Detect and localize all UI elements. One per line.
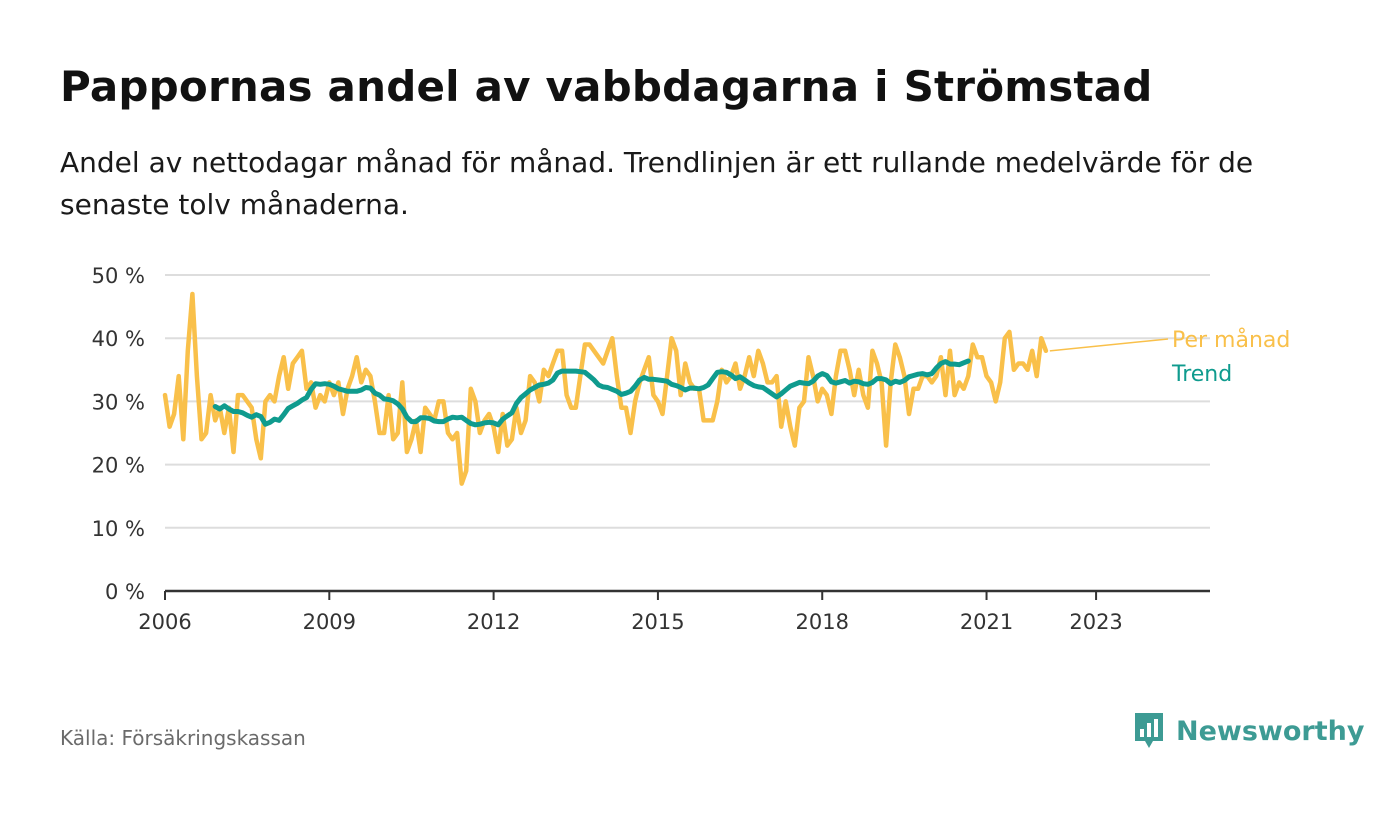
gridlines	[165, 274, 1210, 593]
chart-title: Pappornas andel av vabbdagarna i Strömst…	[60, 62, 1153, 111]
x-tick-label: 2009	[303, 610, 356, 634]
x-tick-label: 2012	[467, 610, 520, 634]
y-tick-label: 30 %	[92, 390, 145, 414]
x-tick-label: 2015	[631, 610, 684, 634]
brand-name: Newsworthy	[1176, 715, 1365, 747]
x-tick-label: 2021	[960, 610, 1013, 634]
x-tick-label: 2006	[138, 610, 191, 634]
y-tick-label: 0 %	[105, 580, 145, 604]
source-note: Källa: Försäkringskassan	[60, 726, 306, 750]
y-tick-label: 40 %	[92, 327, 145, 351]
legend-label-trend: Trend	[1171, 362, 1232, 387]
y-tick-label: 10 %	[92, 517, 145, 541]
legend-label-monthly: Per månad	[1172, 327, 1290, 353]
brand-logo[interactable]: Newsworthy	[1132, 710, 1364, 752]
y-tick-label: 50 %	[92, 264, 145, 288]
series-lines	[162, 291, 1049, 486]
series-line-trend	[212, 358, 971, 428]
y-axis-ticks: 0 % 10 % 20 % 30 % 40 % 50 %	[92, 264, 145, 604]
chart-subtitle: Andel av nettodagar månad för månad. Tre…	[60, 146, 1254, 221]
newsworthy-logo-icon	[1135, 713, 1163, 748]
x-tick-label: 2023	[1069, 610, 1122, 634]
legend-connector-monthly	[1049, 338, 1169, 352]
end-labels: Per månad Trend	[1049, 327, 1290, 387]
x-tick-label: 2018	[796, 610, 849, 634]
y-tick-label: 20 %	[92, 454, 145, 478]
x-axis-ticks: 2006 2009 2012 2015 2018 2021 2023	[138, 591, 1123, 634]
